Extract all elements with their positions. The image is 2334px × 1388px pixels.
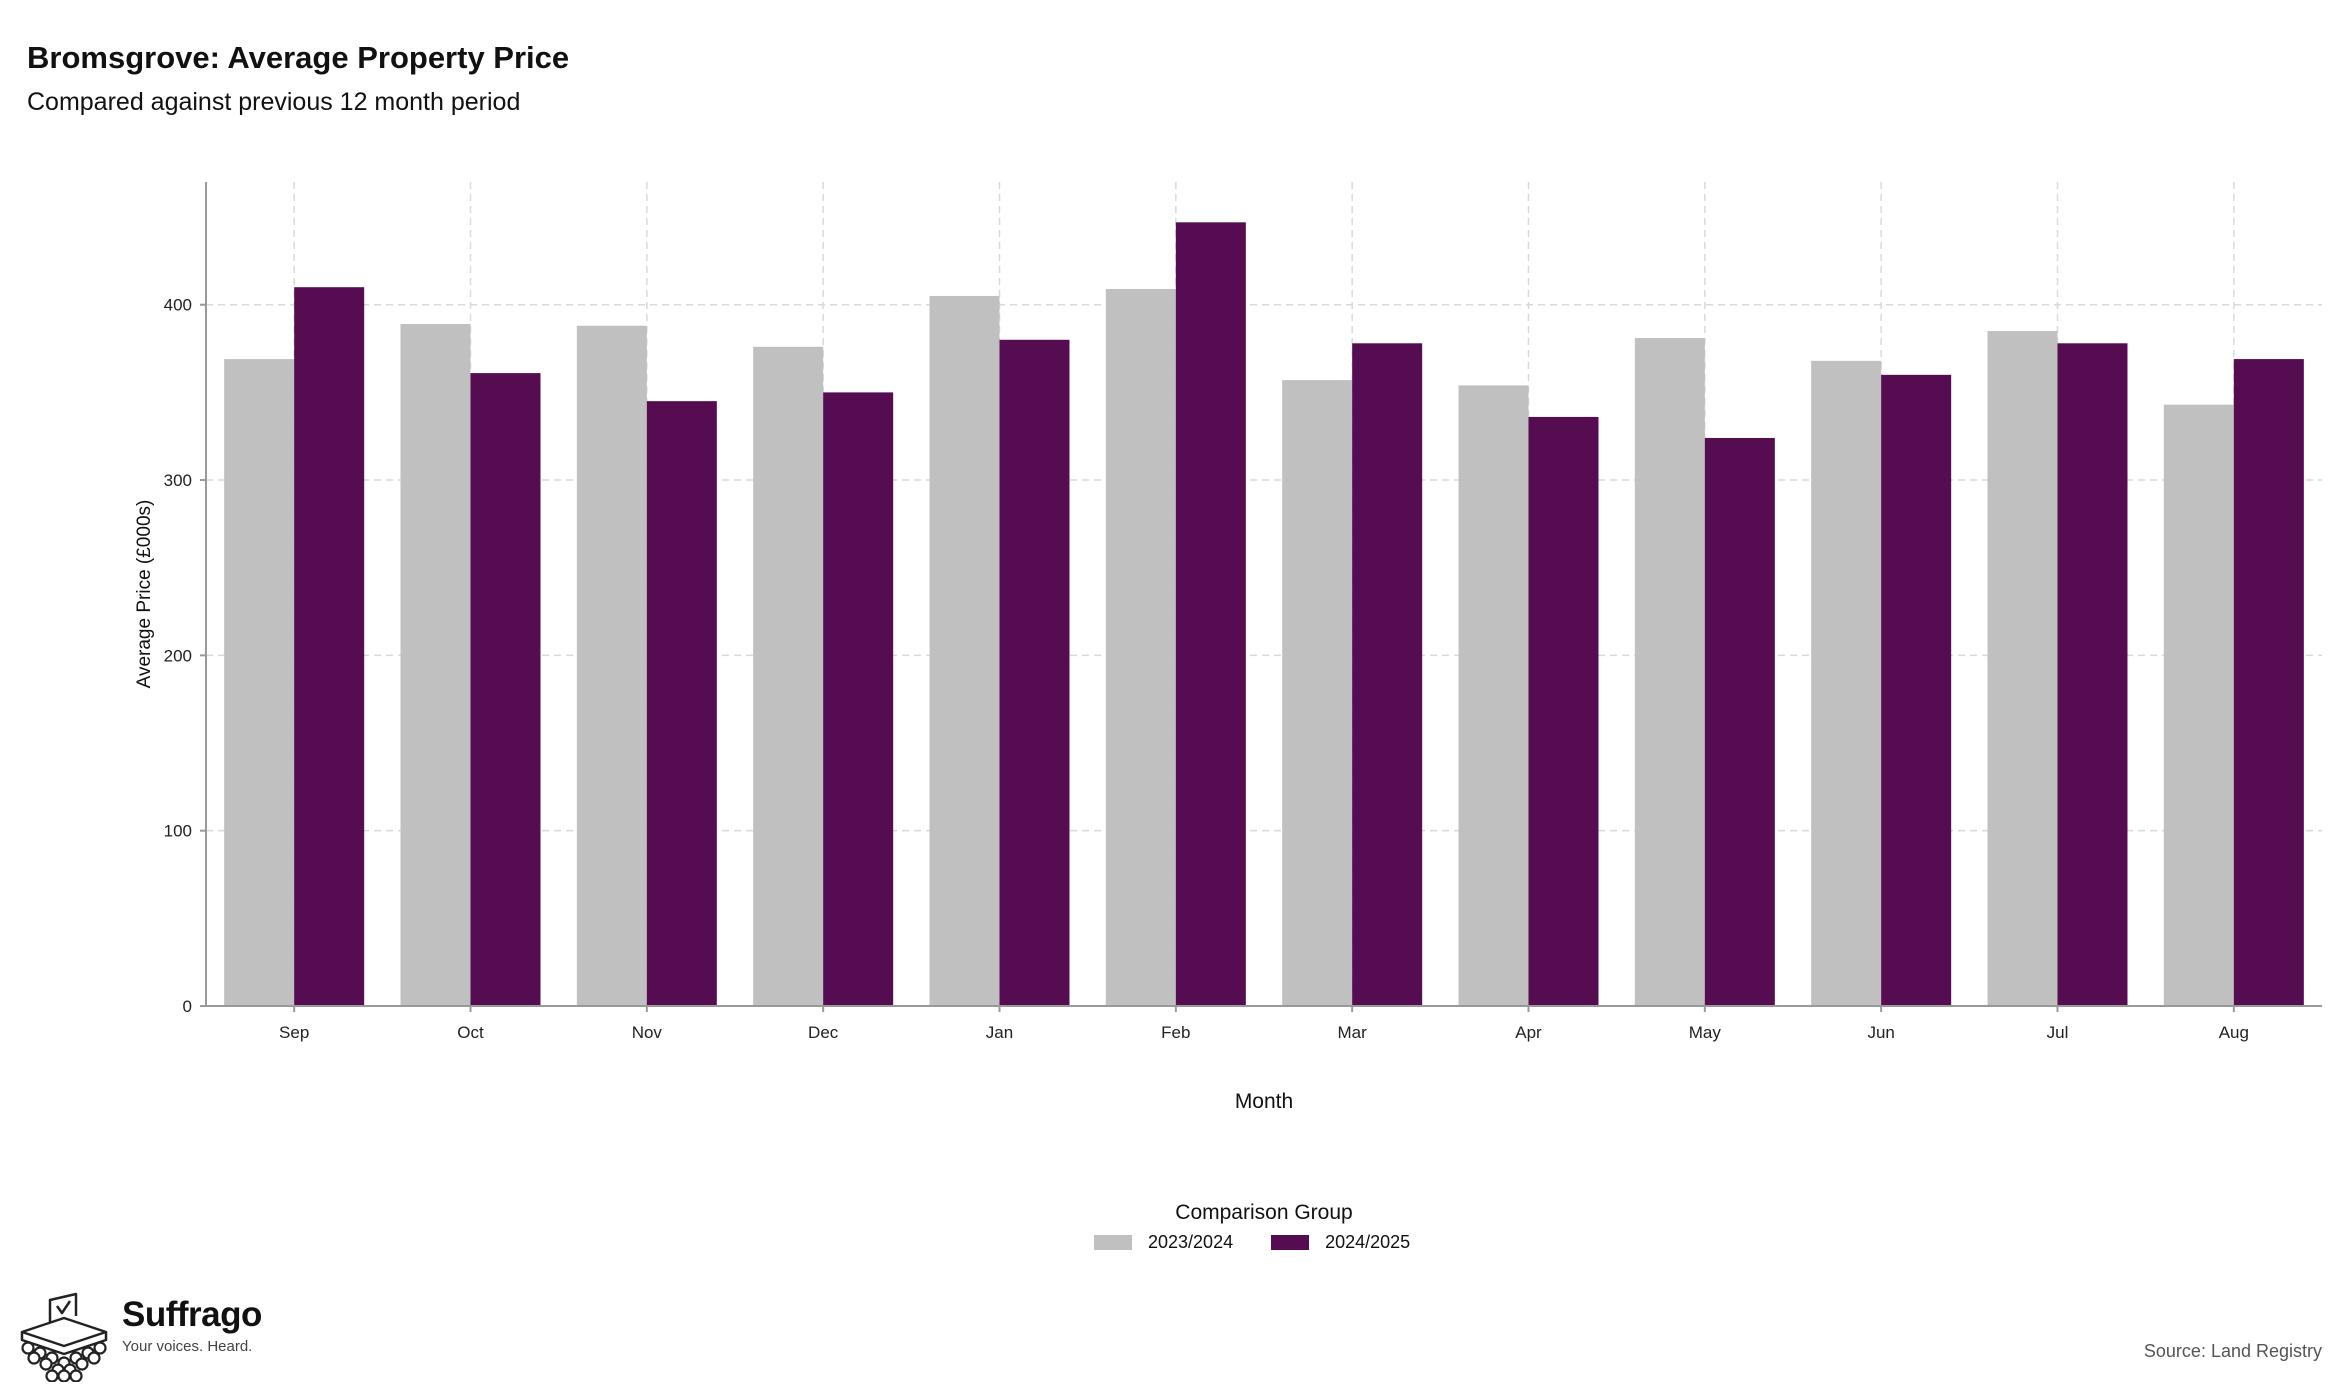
x-tick-label-feb: Feb [1161,1023,1190,1042]
bar-2023-2024-dec [753,346,824,1006]
bar-2024-2025-jun [1881,374,1952,1006]
bar-2023-2024-may [1634,338,1705,1006]
chart-subtitle: Compared against previous 12 month perio… [27,88,521,116]
x-tick-label-sep: Sep [279,1023,309,1042]
legend-title: Comparison Group [1175,1201,1353,1224]
ballot-box-icon [20,1292,108,1382]
legend: 2023/2024 2024/2025 [1094,1232,1410,1253]
bar-2024-2025-dec [823,392,894,1007]
axis-labels: 0 100 200 300 400 Sep Oct Nov Dec Jan Feb Mar Apr May… [134,296,2249,1113]
bar-2024-2025-aug [2233,359,2304,1006]
x-tick-label-jul: Jul [2047,1023,2069,1042]
legend-item-2024-2025: 2024/2025 [1271,1232,1410,1253]
x-tick-label-mar: Mar [1338,1023,1368,1042]
y-axis-title: Average Price (£000s) [134,500,155,689]
bar-2024-2025-oct [470,373,541,1006]
x-tick-label-aug: Aug [2219,1023,2249,1042]
bar-2024-2025-nov [646,401,717,1006]
bars [224,222,2304,1007]
bar-2024-2025-apr [1528,416,1599,1006]
logo-tagline: Your voices. Heard. [122,1338,253,1355]
legend-item-2023-2024: 2023/2024 [1094,1232,1233,1253]
bar-2023-2024-nov [576,325,647,1006]
bar-2023-2024-jun [1811,360,1882,1006]
bar-2024-2025-feb [1175,222,1246,1006]
x-tick-label-nov: Nov [632,1023,663,1042]
bar-2024-2025-jan [999,339,1070,1006]
x-tick-label-apr: Apr [1515,1023,1542,1042]
x-tick-label-may: May [1689,1023,1722,1042]
legend-swatch-2023-2024 [1094,1235,1132,1250]
legend-label-2024-2025: 2024/2025 [1325,1232,1411,1252]
x-tick-label-jun: Jun [1867,1023,1894,1042]
bar-2024-2025-may [1704,437,1775,1006]
suffrago-logo: Suffrago Your voices. Heard. [14,1292,262,1382]
source-note: Source: Land Registry [2143,1341,2322,1361]
legend-swatch-2024-2025 [1271,1235,1310,1250]
bar-2023-2024-jul [1987,331,2058,1007]
chart-title: Bromsgrove: Average Property Price [27,40,570,75]
x-tick-label-jan: Jan [986,1023,1013,1042]
y-tick-label: 200 [164,646,192,665]
axes [200,182,2322,1012]
bar-2023-2024-sep [224,359,295,1006]
bar-2023-2024-jan [929,295,1000,1006]
logo-name: Suffrago [122,1295,262,1334]
y-tick-label: 100 [164,822,192,841]
y-tick-label: 0 [183,997,192,1016]
bar-2024-2025-sep [294,287,365,1006]
y-tick-label: 300 [164,471,192,490]
bar-2023-2024-aug [2163,404,2234,1007]
x-tick-label-dec: Dec [808,1023,839,1042]
bar-2023-2024-oct [400,324,471,1006]
bar-2023-2024-apr [1458,385,1529,1006]
y-tick-label: 400 [164,296,192,315]
legend-label-2023-2024: 2023/2024 [1148,1232,1234,1252]
bar-2024-2025-mar [1352,343,1423,1007]
bar-2023-2024-mar [1282,380,1353,1007]
x-axis-title: Month [1235,1090,1293,1113]
bar-2023-2024-feb [1105,288,1176,1006]
x-tick-label-oct: Oct [457,1023,484,1042]
bar-2024-2025-jul [2057,343,2128,1007]
